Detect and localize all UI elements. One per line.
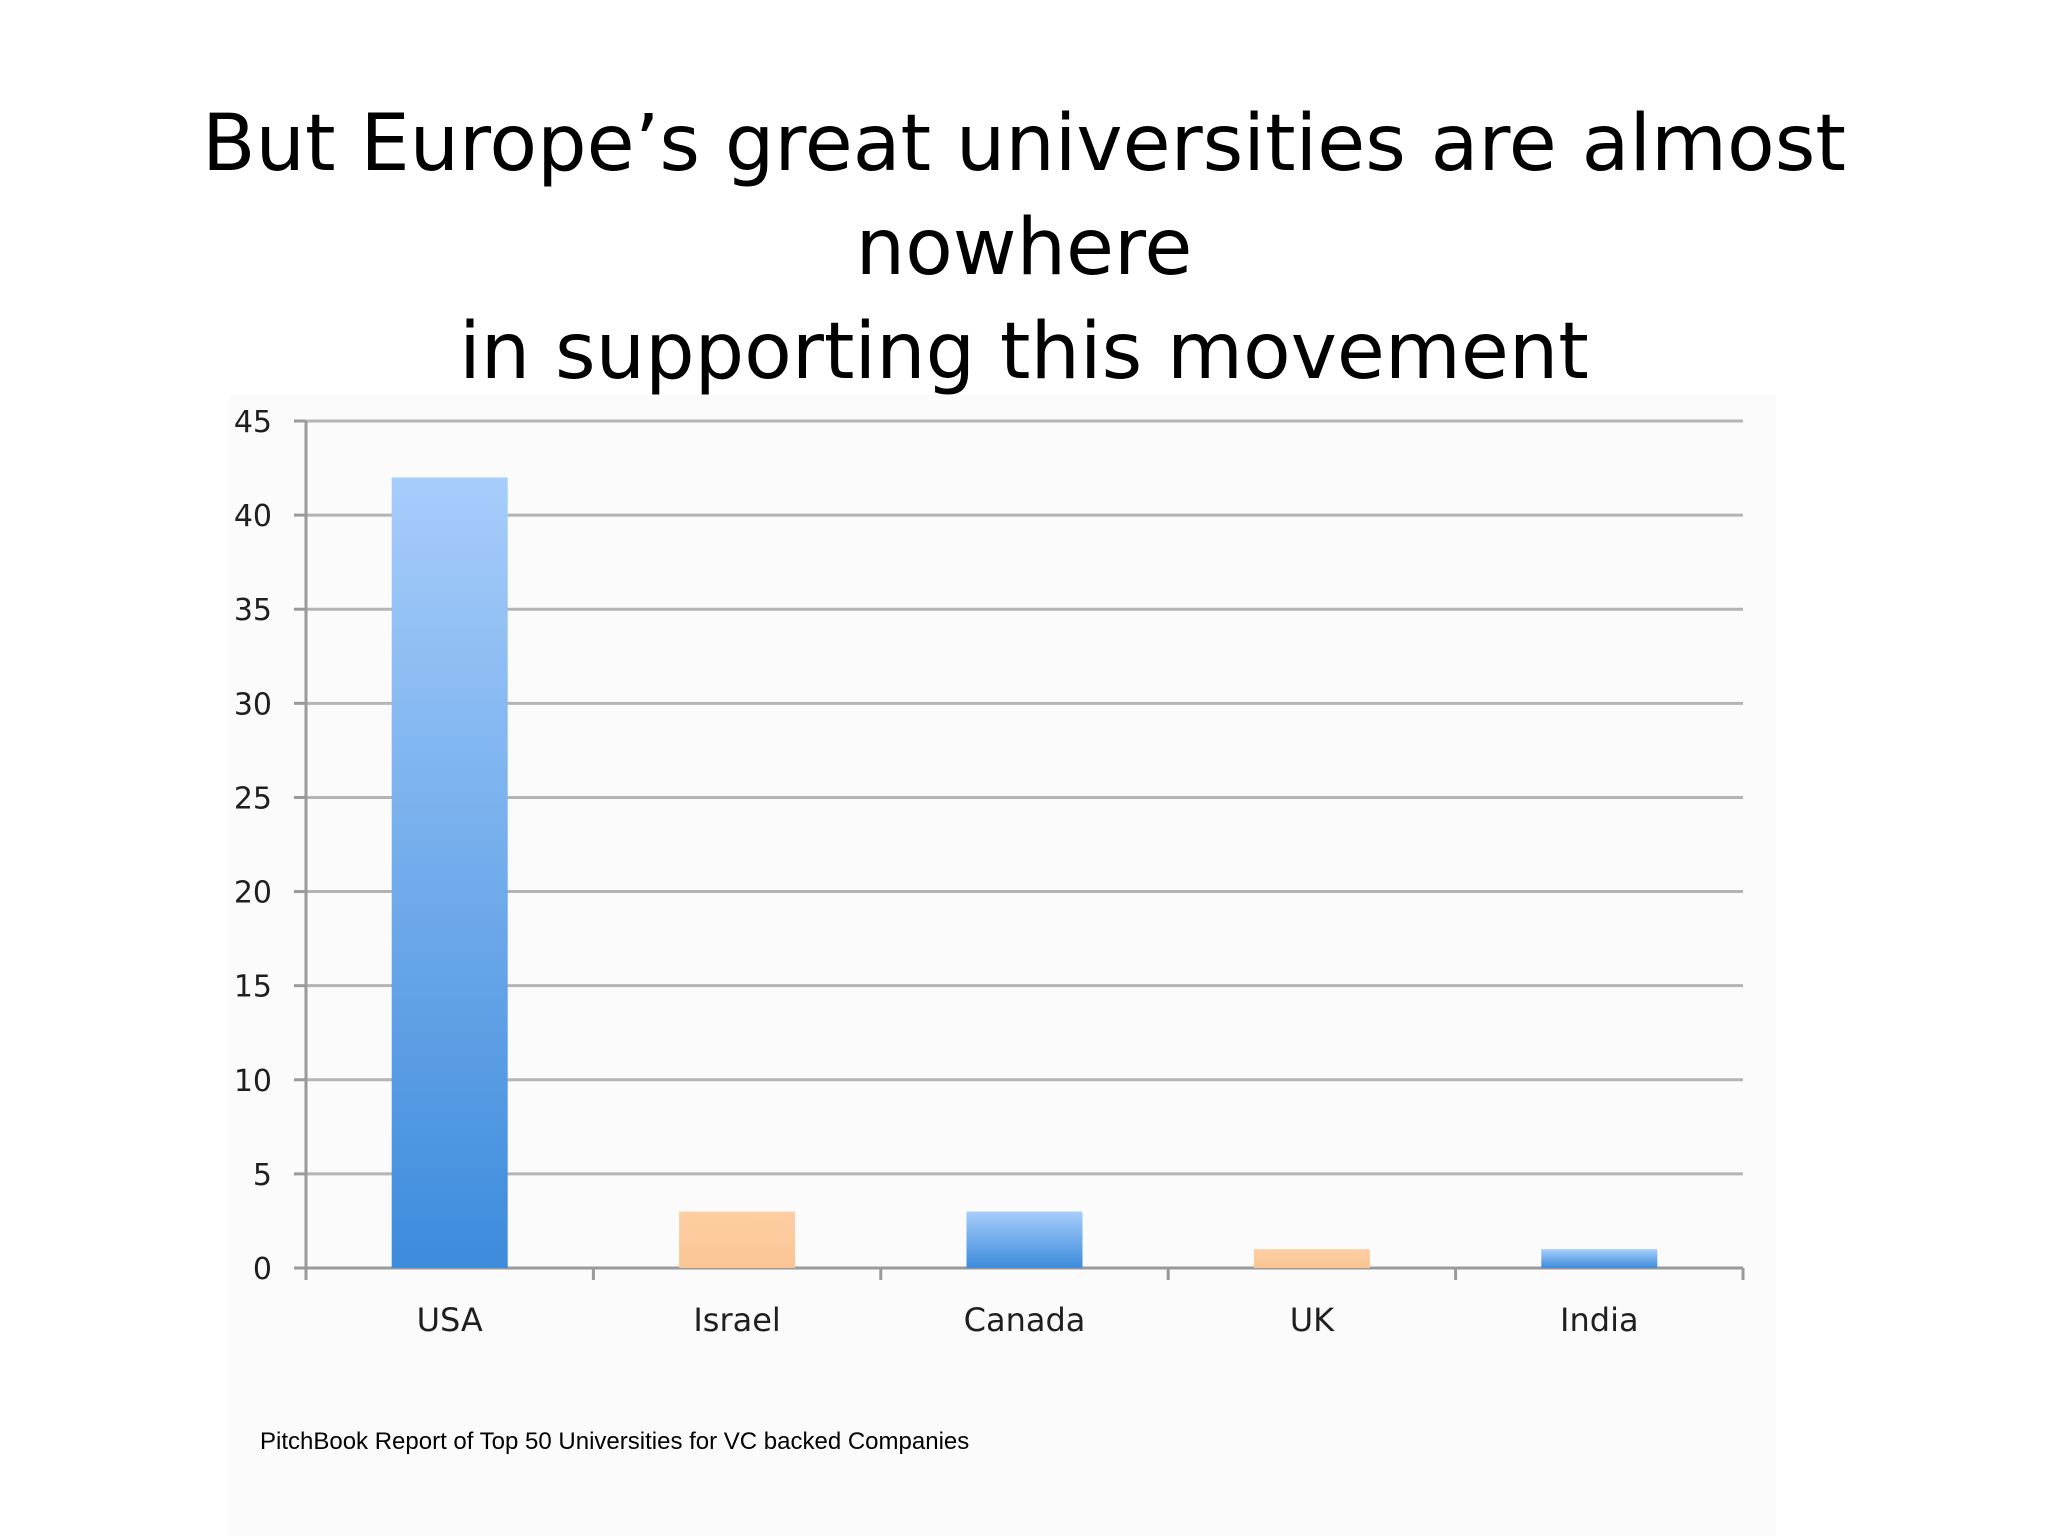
y-tick-label-5: 5 — [253, 1158, 272, 1193]
slide-title: But Europe’s great universities are almo… — [74, 92, 1974, 404]
x-category-label-usa: USA — [417, 1301, 483, 1339]
bar-usa — [391, 477, 508, 1268]
bar-israel — [679, 1211, 796, 1268]
bars — [391, 477, 1658, 1268]
slide-title-line-2: in supporting this movement — [459, 307, 1589, 397]
y-tick-label-0: 0 — [253, 1252, 272, 1287]
axes — [294, 419, 1745, 1280]
x-category-label-canada: Canada — [964, 1301, 1086, 1339]
bar-uk — [1253, 1249, 1370, 1268]
y-tick-label-35: 35 — [234, 593, 272, 628]
x-category-label-india: India — [1560, 1301, 1639, 1339]
y-tick-label-25: 25 — [234, 781, 272, 816]
source-note: PitchBook Report of Top 50 Universities … — [260, 1428, 970, 1455]
y-tick-label-15: 15 — [234, 970, 272, 1005]
slide-title-line-1: But Europe’s great universities are almo… — [202, 99, 1846, 293]
grid-lines — [306, 419, 1743, 1176]
x-category-label-uk: UK — [1290, 1301, 1335, 1339]
axis-labels: 0 5 10 15 20 25 30 35 40 45 USA Israel Canada UK India — [234, 405, 1639, 1339]
bar-india — [1541, 1249, 1658, 1268]
y-tick-label-40: 40 — [234, 499, 272, 534]
y-tick-label-20: 20 — [234, 876, 272, 911]
y-tick-label-30: 30 — [234, 687, 272, 722]
y-tick-label-45: 45 — [234, 405, 272, 440]
y-tick-label-10: 10 — [234, 1064, 272, 1099]
bar-canada — [966, 1211, 1083, 1268]
x-category-label-israel: Israel — [693, 1301, 780, 1339]
